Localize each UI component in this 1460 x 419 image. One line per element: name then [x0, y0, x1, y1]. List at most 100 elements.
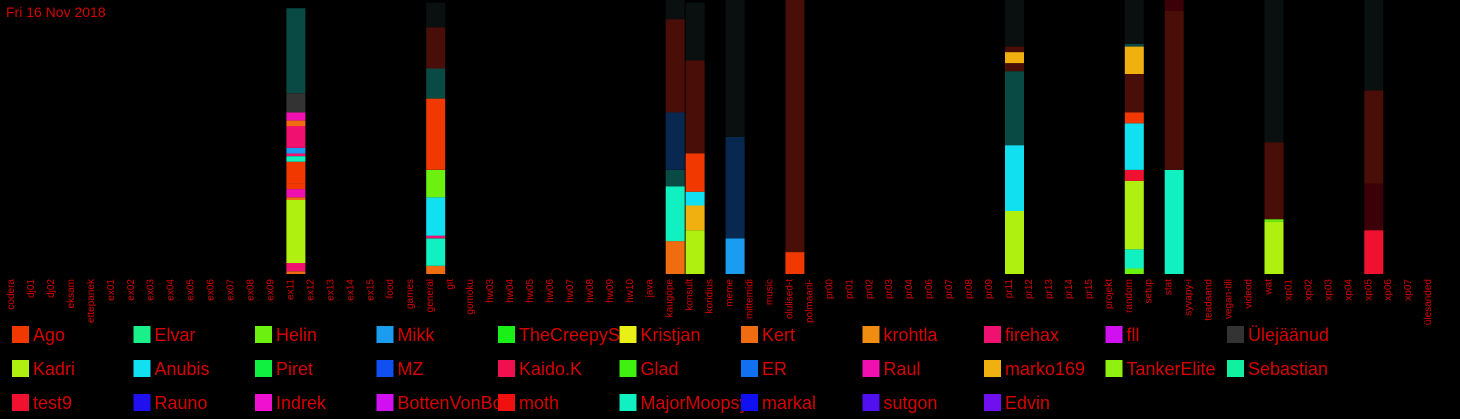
legend-swatch — [862, 394, 880, 411]
bar-segment — [1124, 169, 1144, 181]
x-tick-label: ex06 — [206, 279, 217, 301]
bar-segment — [1264, 0, 1284, 143]
legend-label: Edvin — [1005, 393, 1050, 413]
x-tick-label: hw07 — [565, 279, 576, 303]
bar-segment — [1124, 43, 1144, 47]
x-tick-label: wat — [1263, 279, 1274, 296]
bar-segment — [286, 93, 306, 113]
x-tick-label: pr02 — [864, 279, 875, 299]
bar-segment — [725, 238, 745, 274]
x-tick-label: pr04 — [904, 279, 915, 299]
legend-swatch — [133, 394, 151, 411]
bar-segment — [1124, 180, 1144, 250]
bar-segment — [1005, 71, 1024, 146]
x-tick-label: xp05 — [1363, 279, 1374, 301]
legend-swatch — [619, 394, 637, 411]
bar-segment — [1264, 142, 1284, 220]
legend-label: Glad — [641, 359, 679, 379]
legend-label: TheCreepySh — [519, 325, 630, 345]
x-tick-label: ex14 — [345, 279, 356, 301]
legend-swatch — [255, 360, 272, 377]
x-tick-label: polmaani- — [804, 279, 815, 323]
legend-swatch — [862, 360, 880, 377]
bar-segment — [426, 265, 446, 274]
bar-segment — [665, 19, 685, 113]
bar-segment — [426, 238, 446, 266]
legend-label: Mikk — [398, 325, 436, 345]
bar-segment — [665, 169, 685, 187]
x-tick-label: hw09 — [605, 279, 616, 303]
legend-label: MajorMoopsy — [641, 393, 749, 413]
x-tick-label: hw06 — [545, 279, 556, 303]
legend-label: firehax — [1005, 325, 1059, 345]
legend-label: Ago — [33, 325, 65, 345]
bar-segment — [1005, 211, 1024, 274]
x-tick-label: food — [385, 279, 396, 298]
legend-swatch — [255, 394, 272, 411]
x-tick-label: teadaand — [1204, 279, 1215, 321]
bar-segment — [1364, 183, 1384, 231]
legend-label: Anubis — [155, 359, 210, 379]
x-tick-label: pr13 — [1044, 279, 1055, 299]
bar-segment — [286, 126, 306, 148]
bar-segment — [665, 0, 685, 20]
x-tick-label: ex15 — [365, 279, 376, 301]
bar-segment — [1124, 249, 1144, 269]
bar-segment — [725, 137, 745, 239]
x-tick-label: olulised-t — [784, 279, 795, 319]
bar-segment — [785, 0, 805, 253]
legend-label: Piret — [276, 359, 313, 379]
legend-label: sutgon — [884, 393, 938, 413]
bar-segment — [1005, 52, 1024, 64]
bar-segment — [286, 161, 306, 184]
legend-swatch — [619, 326, 637, 343]
x-tick-label: pr08 — [964, 279, 975, 299]
x-tick-label: xp07 — [1403, 279, 1414, 301]
x-tick-label: ex09 — [265, 279, 276, 301]
bar-segment — [1124, 123, 1144, 170]
x-tick-label: xp01 — [1283, 279, 1294, 301]
legend-swatch — [376, 360, 394, 377]
x-tick-label: hw04 — [505, 279, 516, 303]
bar-segment — [1005, 145, 1024, 211]
legend-label: marko169 — [1005, 359, 1085, 379]
x-tick-label: java — [645, 279, 656, 299]
legend-label: krohtla — [884, 325, 939, 345]
legend-swatch — [741, 326, 758, 343]
legend-swatch — [1105, 326, 1123, 343]
bar-segment — [286, 112, 306, 121]
bar-segment — [426, 2, 446, 28]
x-tick-label: projekt — [1104, 279, 1115, 309]
x-tick-label: pr11 — [1004, 279, 1015, 299]
x-tick-label: hw10 — [625, 279, 636, 303]
legend-swatch — [741, 394, 758, 411]
legend-label: Kristjan — [641, 325, 701, 345]
legend-swatch — [1227, 360, 1244, 377]
x-tick-label: ettepanek — [86, 278, 97, 323]
legend-swatch — [376, 326, 394, 343]
bar-segment — [1364, 0, 1384, 91]
x-tick-label: ex01 — [106, 279, 117, 301]
legend-label: MZ — [398, 359, 424, 379]
bar-segment — [286, 197, 306, 200]
legend-swatch — [619, 360, 637, 377]
bar-segment — [665, 186, 685, 242]
bar-segment — [1264, 219, 1284, 222]
x-tick-label: pr06 — [924, 279, 935, 299]
bar-segment — [685, 191, 705, 206]
x-tick-label: dj01 — [26, 279, 37, 298]
bar-segment — [286, 148, 306, 154]
legend-label: markal — [762, 393, 816, 413]
bar-segment — [1364, 90, 1384, 184]
x-tick-label: stat — [1164, 279, 1175, 295]
x-tick-label: pr14 — [1064, 279, 1075, 299]
x-tick-label: setup — [1144, 279, 1155, 304]
x-tick-label: vegan-tili — [1224, 279, 1235, 319]
x-tick-label: hw03 — [485, 279, 496, 303]
bar-segment — [1124, 74, 1144, 113]
legend-swatch — [984, 360, 1001, 377]
bar-segment — [785, 252, 805, 274]
bar-segment — [685, 153, 705, 192]
bar-segment — [1005, 63, 1024, 72]
x-tick-label: pr01 — [844, 279, 855, 299]
